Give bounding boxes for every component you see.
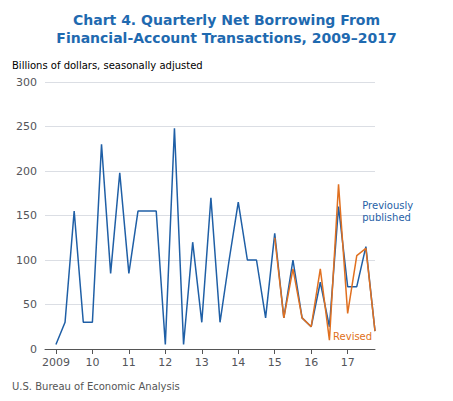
- svg-text:Revised: Revised: [333, 331, 372, 342]
- svg-text:Financial-Account Transactions: Financial-Account Transactions, 2009–201…: [56, 30, 396, 46]
- svg-text:12: 12: [158, 356, 172, 369]
- svg-text:16: 16: [304, 356, 318, 369]
- svg-text:10: 10: [85, 356, 99, 369]
- svg-text:17: 17: [341, 356, 355, 369]
- svg-text:Billions of dollars, seasonall: Billions of dollars, seasonally adjusted: [12, 60, 203, 71]
- svg-text:50: 50: [23, 298, 37, 311]
- svg-text:2009: 2009: [42, 356, 70, 369]
- svg-text:Previously: Previously: [362, 200, 413, 211]
- svg-text:11: 11: [122, 356, 136, 369]
- svg-text:100: 100: [16, 254, 37, 267]
- svg-text:150: 150: [16, 209, 37, 222]
- svg-text:published: published: [362, 212, 411, 223]
- svg-text:250: 250: [16, 120, 37, 133]
- svg-text:0: 0: [30, 343, 37, 356]
- svg-text:13: 13: [195, 356, 209, 369]
- svg-text:U.S. Bureau of Economic Analys: U.S. Bureau of Economic Analysis: [12, 381, 180, 392]
- svg-text:200: 200: [16, 165, 37, 178]
- svg-text:Chart 4. Quarterly Net Borrowi: Chart 4. Quarterly Net Borrowing From: [73, 12, 380, 28]
- svg-text:15: 15: [268, 356, 282, 369]
- svg-text:14: 14: [231, 356, 245, 369]
- svg-text:300: 300: [16, 76, 37, 89]
